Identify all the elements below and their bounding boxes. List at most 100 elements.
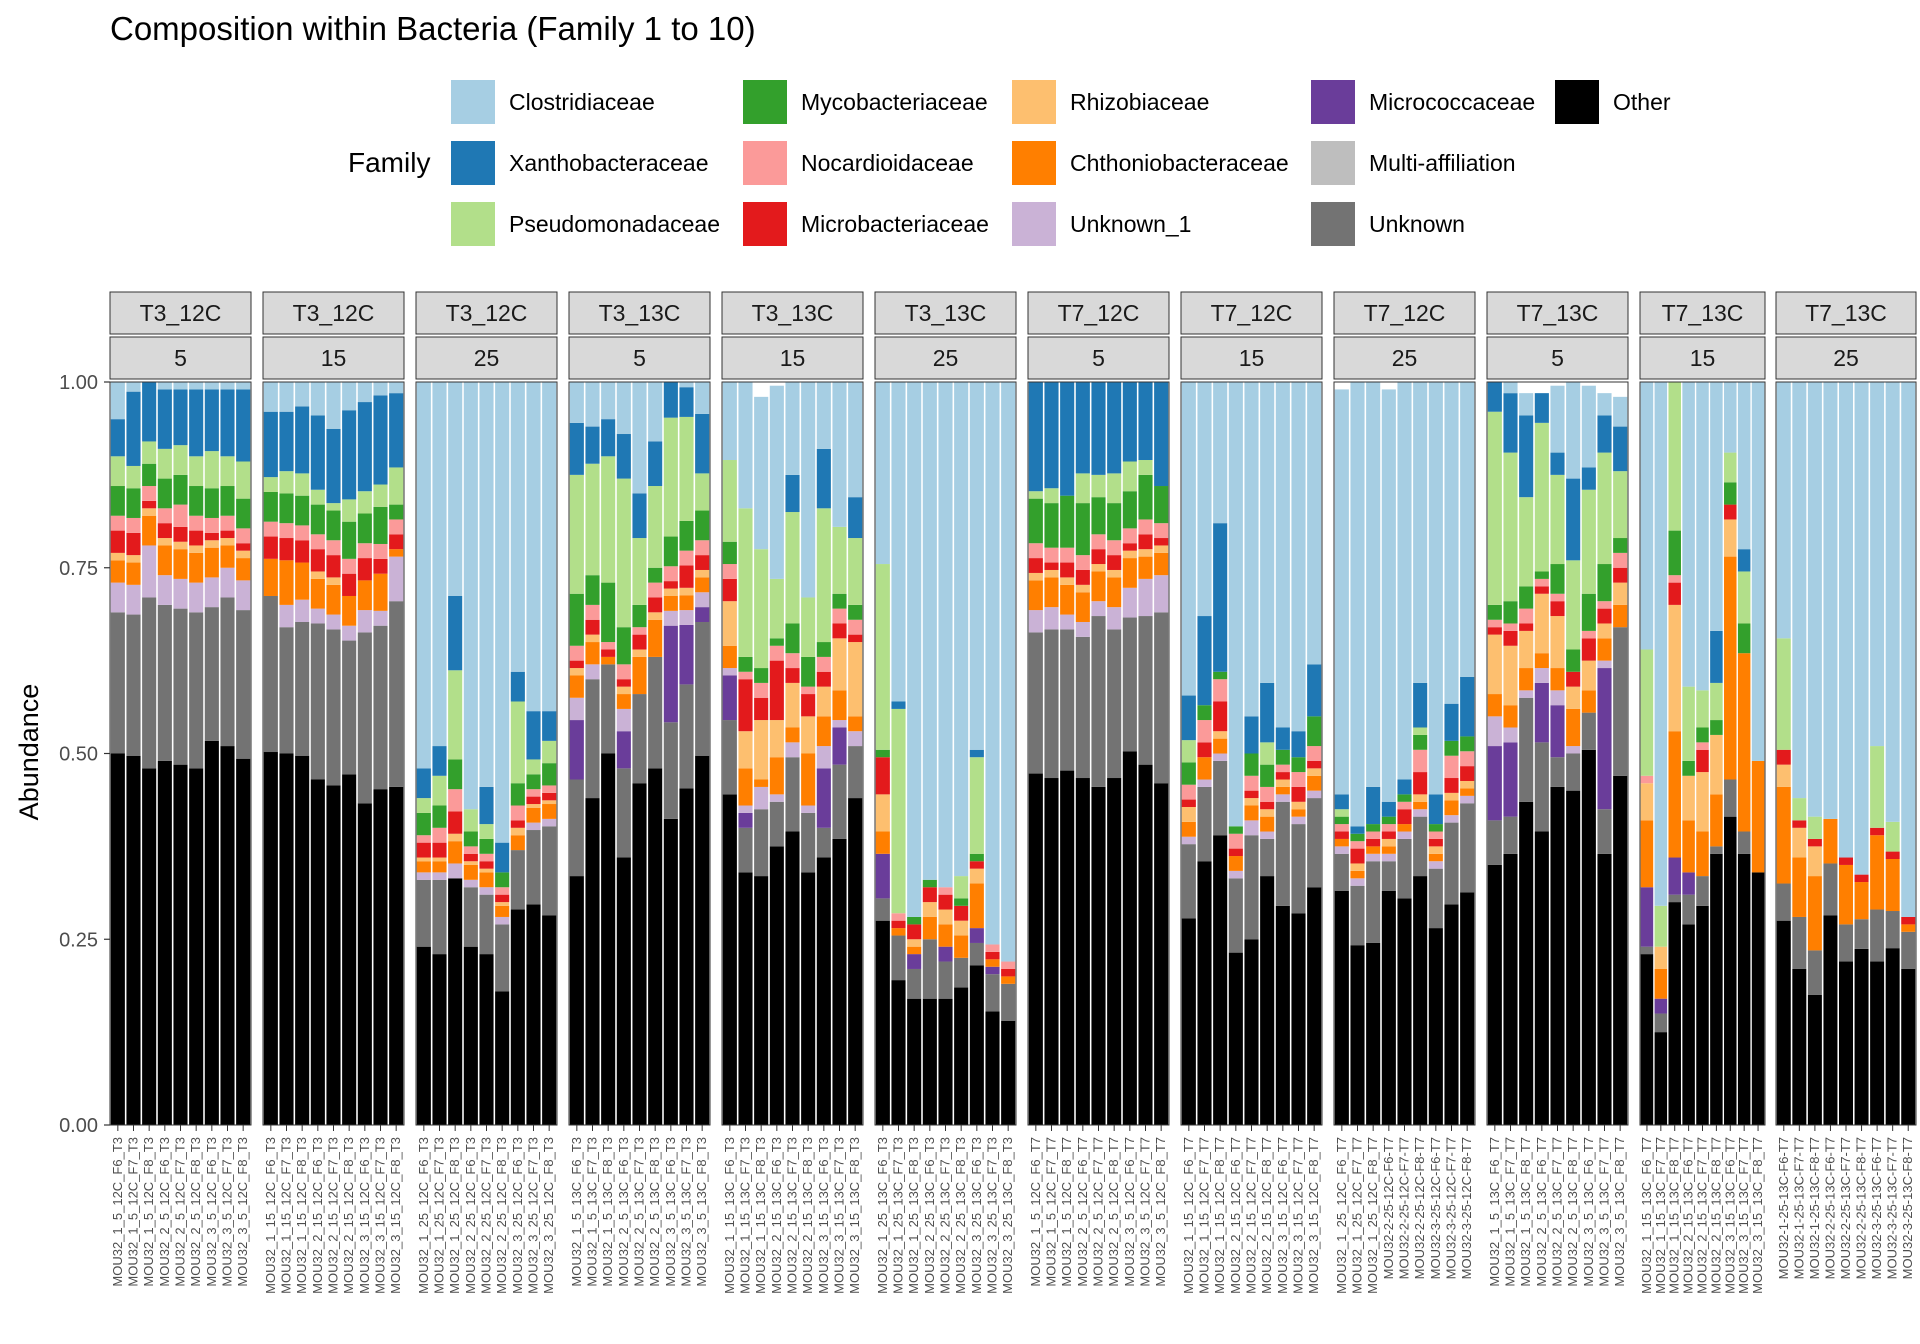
bar-segment-micrococcaceae [832, 727, 847, 765]
bar-segment-chthoniobacteraceae [1091, 571, 1106, 602]
x-tick-label: MOU32_3_5_12C_F8_T7 [1153, 1137, 1168, 1287]
bar-segment-mycobacteriaceae [1213, 671, 1228, 680]
bar [1444, 382, 1459, 1125]
x-tick-label: MOU32_1_25_12C_F7_T7 [1350, 1137, 1365, 1294]
bar [1028, 382, 1043, 1125]
bar-segment-xanthobacteraceae [1244, 716, 1259, 754]
bar-segment-microbacteriaceae [1503, 630, 1518, 646]
bar-segment-clostridiaceae [1244, 382, 1259, 717]
bar-segment-nocardioidaceae [1696, 742, 1709, 750]
bar-segment-unknown-1 [1566, 746, 1581, 754]
bar-segment-rhizobiaceae [432, 857, 447, 862]
bar-segment-pseudomonadaceae [236, 461, 251, 499]
bar-segment-clostridiaceae [1613, 396, 1628, 427]
bar-segment-mycobacteriaceae [679, 520, 694, 551]
bar-segment-nocardioidaceae [585, 604, 600, 620]
bar-segment-pseudomonadaceae [754, 549, 769, 669]
bar-segment-microbacteriaceae [1519, 623, 1534, 631]
bar [875, 382, 890, 1125]
bar-segment-nocardioidaceae [1122, 528, 1137, 544]
bar-segment-unknown [1075, 636, 1090, 779]
bar-segment-unknown [126, 614, 141, 756]
bar-segment-mycobacteriaceae [126, 488, 141, 518]
bar-segment-microbacteriaceae [1154, 538, 1169, 546]
panel-border [1775, 381, 1917, 1126]
bar-segment-mycobacteriaceae [479, 838, 494, 854]
bar-segment-unknown [1275, 801, 1290, 906]
x-tick-label: MOU32_3_15_12C_F7_T7 [1291, 1137, 1306, 1294]
bar-segment-microbacteriaceae [1792, 820, 1807, 828]
bar-segment-other [632, 783, 647, 1125]
bar-segment-pseudomonadaceae [142, 441, 157, 464]
bar-segment-clostridiaceae [738, 382, 753, 509]
x-tick-label: MOU32-3-25-12C-F7-T7 [1444, 1137, 1459, 1279]
bar-segment-chthoniobacteraceae [1870, 835, 1885, 910]
legend-label: Unknown [1369, 211, 1465, 237]
bar-segment-rhizobiaceae [1244, 798, 1259, 806]
bar-segment-micrococcaceae [738, 812, 753, 828]
bar-segment-clostridiaceae [1181, 382, 1196, 696]
bar-segment-other [922, 998, 937, 1125]
bar-segment-rhizobiaceae [1060, 577, 1075, 585]
bar-segment-rhizobiaceae [1710, 734, 1723, 795]
bar-segment-pseudomonadaceae [601, 456, 616, 583]
bar-segment-chthoniobacteraceae [263, 558, 278, 596]
x-tick-label: MOU32_3_5_12C_F7_T3 [220, 1137, 235, 1287]
bar-segment-other [1060, 770, 1075, 1125]
bar-segment-other [585, 798, 600, 1125]
bar-segment-unknown-1 [832, 720, 847, 728]
bar [769, 385, 784, 1125]
bar-segment-unknown-1 [1307, 790, 1322, 799]
bar-segment-pseudomonadaceae [769, 578, 784, 639]
bar [1654, 382, 1668, 1125]
x-tick-label: MOU32_2_5_13C_F6_T7 [1534, 1137, 1549, 1287]
bar-segment-clostridiaceae [495, 382, 510, 843]
bar-segment-chthoniobacteraceae [1854, 882, 1869, 920]
bar-segment-xanthobacteraceae [110, 419, 125, 457]
bar-segment-unknown [679, 684, 694, 789]
bar-segment-other [1181, 918, 1196, 1125]
bar-segment-nocardioidaceae [342, 558, 357, 574]
bar-segment-other [342, 774, 357, 1125]
bar-segment-pseudomonadaceae [1550, 474, 1565, 565]
bar [1397, 382, 1412, 1125]
strip-label-temperature: 25 [474, 345, 500, 371]
bar [448, 382, 463, 1125]
bar-segment-other [110, 753, 125, 1125]
x-tick-label: MOU32_3_15_13C_F7_T7 [1736, 1137, 1751, 1294]
x-tick-label: MOU32-3-25-13C-F7-T7 [1885, 1137, 1900, 1279]
bar-segment-rhizobiaceae [236, 550, 251, 559]
bar-segment-other [1138, 764, 1153, 1125]
bar-segment-other [1751, 872, 1765, 1125]
bar-segment-rhizobiaceae [801, 716, 816, 754]
x-tick-label: MOU32-1-25-13C-F8-T7 [1807, 1137, 1822, 1279]
bar-segment-clostridiaceae [754, 396, 769, 550]
bar-segment-pseudomonadaceae [126, 465, 141, 489]
bar-segment-rhizobiaceae [1444, 792, 1459, 801]
bar-segment-xanthobacteraceae [1107, 382, 1122, 474]
bar-segment-microbacteriaceae [389, 534, 404, 550]
bar-segment-unknown-1 [1428, 861, 1443, 869]
bar-segment-pseudomonadaceae [1776, 638, 1791, 750]
bar-segment-unknown [1260, 838, 1275, 877]
bar-segment-pseudomonadaceae [632, 538, 647, 605]
bar-segment-mycobacteriaceae [1487, 604, 1502, 620]
bar-segment-microbacteriaceae [1397, 809, 1412, 825]
bar [1487, 382, 1502, 1125]
bar-segment-unknown [1291, 824, 1306, 914]
bar-segment-unknown-1 [1534, 668, 1549, 683]
bar-segment-pseudomonadaceae [954, 876, 969, 899]
bar-segment-other [754, 876, 769, 1125]
bar-segment-pseudomonadaceae [1668, 382, 1681, 531]
bar-segment-other [601, 753, 616, 1125]
x-tick-label: MOU32_1_15_13C_F8_T7 [1667, 1137, 1682, 1294]
bar-segment-nocardioidaceae [1060, 547, 1075, 563]
bar-segment-rhizobiaceae [126, 555, 141, 563]
bar-segment-pseudomonadaceae [875, 564, 890, 750]
bar-segment-chthoniobacteraceae [1228, 856, 1243, 871]
bar-segment-clostridiaceae [832, 382, 847, 527]
bar-segment-unknown [785, 757, 800, 832]
bar-segment-microbacteriaceae [326, 555, 341, 578]
x-tick-label: MOU32_1_15_13C_F8_T3 [753, 1137, 768, 1294]
